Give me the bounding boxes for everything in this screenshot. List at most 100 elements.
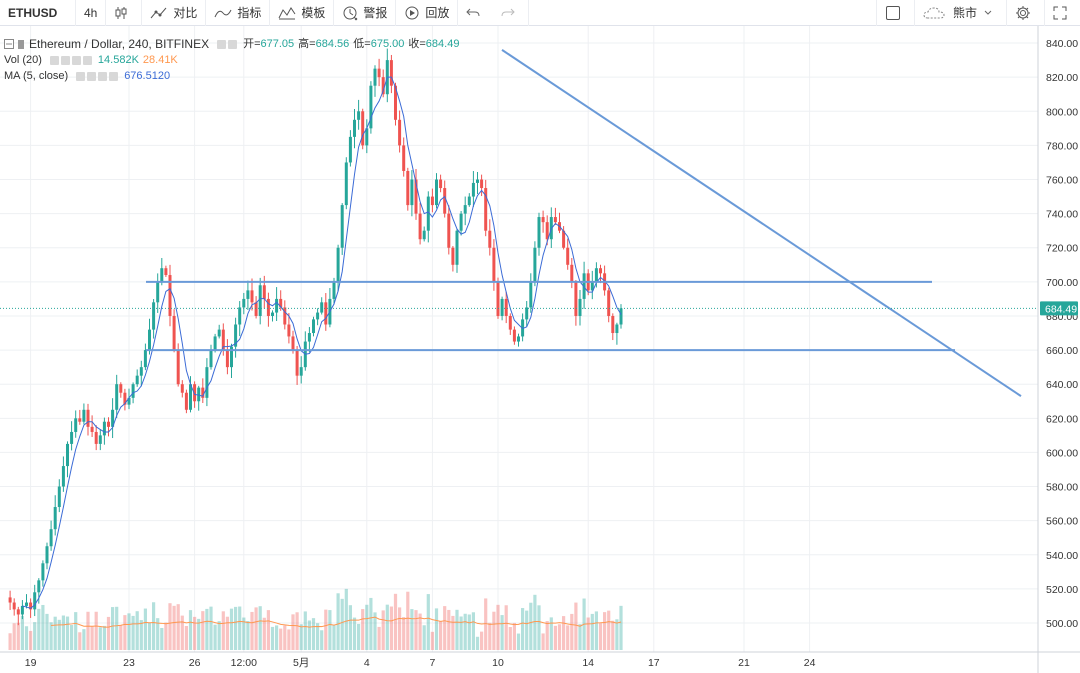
candle-body [197, 387, 201, 402]
volume-bar [389, 606, 393, 650]
volume-bar [316, 623, 320, 650]
time-tick-label: 5月 [293, 657, 309, 669]
candle-body [590, 281, 594, 291]
volume-bar [180, 615, 184, 650]
time-axis[interactable]: 19 23 26 12:00 5月 4 7 10 14 17 21 24 [25, 657, 816, 669]
trendlines[interactable] [0, 49, 1038, 397]
candle-body [537, 217, 541, 248]
candle-body [25, 602, 28, 606]
settings-small-icon[interactable] [87, 71, 97, 81]
fullscreen-button[interactable] [1044, 0, 1080, 26]
time-tick-label: 23 [123, 657, 135, 669]
volume-bar [291, 614, 295, 650]
chart-type-button[interactable] [106, 0, 143, 26]
candle-body [115, 384, 119, 410]
candle-body [430, 196, 434, 206]
volume-bar [270, 626, 275, 650]
volume-bar [496, 604, 500, 650]
volume-bar [307, 620, 311, 650]
candle-body [467, 196, 471, 206]
candle-body [443, 188, 447, 214]
replay-icon [405, 6, 419, 19]
volume-bar [221, 611, 225, 650]
templates-button[interactable]: 模板 [270, 0, 335, 26]
candles-icon [115, 6, 127, 19]
candle-body [340, 205, 344, 248]
redo-button[interactable] [493, 0, 530, 26]
settings-button[interactable] [1006, 0, 1044, 26]
price-chart[interactable]: 500.00 520.00 540.00 560.00 580.00 600.00 620.… [0, 26, 1080, 673]
candle-body [193, 384, 197, 402]
symbol-button[interactable]: ETHUSD [0, 0, 76, 26]
chevron-down-icon [984, 10, 992, 15]
candle-body [517, 336, 520, 342]
candle-body [33, 592, 37, 610]
candle-body [529, 281, 533, 308]
candle-body [94, 431, 98, 444]
volume-bar [229, 608, 234, 650]
more-icon[interactable] [82, 55, 92, 65]
collapse-icon[interactable] [4, 39, 14, 49]
candle-body [283, 307, 287, 325]
volume-bar [422, 625, 426, 650]
volume-bar [402, 617, 406, 650]
candle-body [488, 230, 492, 248]
replay-label: 回放 [425, 6, 450, 20]
undo-button[interactable] [458, 0, 493, 26]
candle-body [435, 179, 438, 206]
candle-body [299, 367, 303, 376]
settings-small-icon[interactable] [228, 39, 238, 49]
volume-bar [475, 636, 480, 650]
alert-button[interactable]: 警报 [334, 0, 397, 26]
volume-bar [106, 616, 111, 650]
volume-bar [467, 614, 471, 650]
volume-bar [127, 613, 131, 650]
candle-body [131, 384, 135, 398]
volume-bar [209, 606, 213, 650]
volume-bar [414, 610, 418, 650]
price-tick-label: 840.00 [1046, 38, 1078, 50]
volume-bar [94, 611, 98, 650]
candle-body [16, 609, 20, 615]
volume-bar [537, 605, 541, 650]
price-axis[interactable]: 500.00 520.00 540.00 560.00 580.00 600.00 620.… [1040, 38, 1078, 630]
price-tick-label: 780.00 [1046, 140, 1078, 152]
replay-button[interactable]: 回放 [396, 0, 459, 26]
price-tick-label: 560.00 [1046, 516, 1078, 528]
layout-toggle[interactable] [875, 0, 914, 26]
indicators-button[interactable]: 指标 [206, 0, 271, 26]
candle-body [611, 315, 615, 334]
volume-bar [234, 606, 238, 650]
compare-button[interactable]: 对比 [142, 0, 207, 26]
volume-bar [82, 629, 86, 650]
candle-body [504, 298, 508, 316]
alert-label: 警报 [363, 6, 388, 20]
close-small-icon[interactable] [71, 55, 81, 65]
candle-body [119, 384, 123, 393]
volume-bar [570, 613, 574, 650]
candle-body [480, 179, 484, 189]
interval-button[interactable]: 4h [76, 0, 107, 26]
price-tick-label: 640.00 [1046, 379, 1078, 391]
more-icon[interactable] [109, 71, 119, 81]
volume-bar [49, 622, 53, 650]
settings-small-icon[interactable] [60, 55, 70, 65]
eye-icon[interactable] [217, 39, 227, 49]
candle-body [98, 435, 102, 444]
volume-bar [24, 626, 29, 650]
undo-icon [466, 8, 480, 16]
candle-body [607, 290, 611, 316]
theme-button[interactable]: 熊市 [913, 0, 1006, 26]
candle-body [160, 268, 164, 282]
volume-bar [471, 612, 475, 650]
ma-value: 676.5120 [124, 70, 171, 82]
close-small-icon[interactable] [98, 71, 108, 81]
eye-icon[interactable] [49, 55, 59, 65]
eye-icon[interactable] [76, 71, 86, 81]
candle-body [344, 162, 348, 206]
candle-body [262, 285, 266, 299]
volume-bar [283, 625, 287, 650]
symbol-color-icon [18, 39, 24, 49]
ma-polyline [22, 76, 622, 609]
volume-value: 14.582K [97, 54, 139, 66]
